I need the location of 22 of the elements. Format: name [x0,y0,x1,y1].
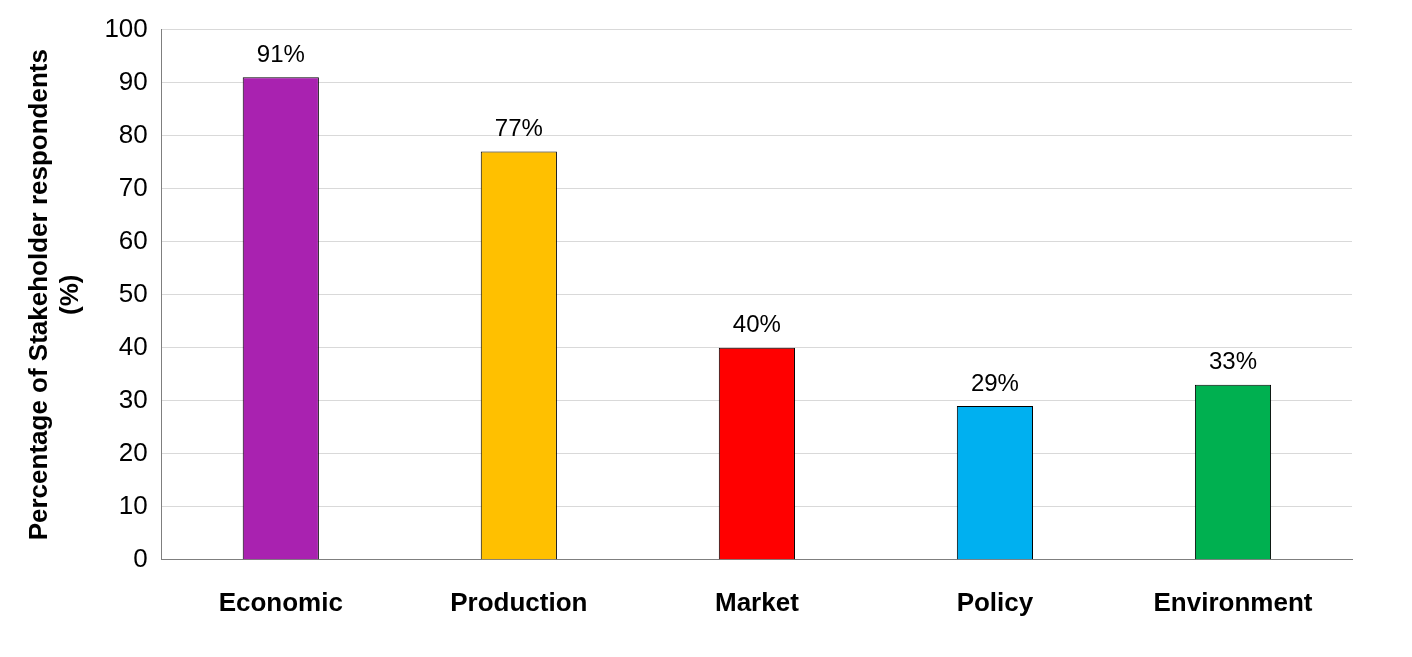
data-label: 33% [1208,347,1257,375]
x-tick-label: Production [450,586,588,617]
y-tick-label: 50 [118,277,148,308]
x-tick-label: Policy [956,586,1034,617]
x-tick-label: Economic [218,586,343,617]
y-tick-label: 100 [104,12,148,43]
x-tick-label: Market [714,586,800,617]
y-tick-label: 0 [133,542,148,573]
data-label: 91% [256,39,305,67]
data-label: 77% [494,114,543,142]
data-label: 29% [970,368,1019,396]
y-tick-label: 40 [118,330,148,361]
y-tick-label: 10 [118,489,148,520]
y-tick-label: 60 [118,224,148,255]
x-tick-label: Environment [1153,586,1313,617]
y-tick-label: 20 [118,436,148,467]
y-tick-label: 90 [118,65,148,96]
y-tick-label: 80 [118,118,148,149]
y-tick-label: 30 [118,383,148,414]
y-tick-label: 70 [118,171,148,202]
data-label: 40% [732,310,781,338]
y-axis-title: Percentage of Stakeholder respondents (%) [22,49,84,541]
